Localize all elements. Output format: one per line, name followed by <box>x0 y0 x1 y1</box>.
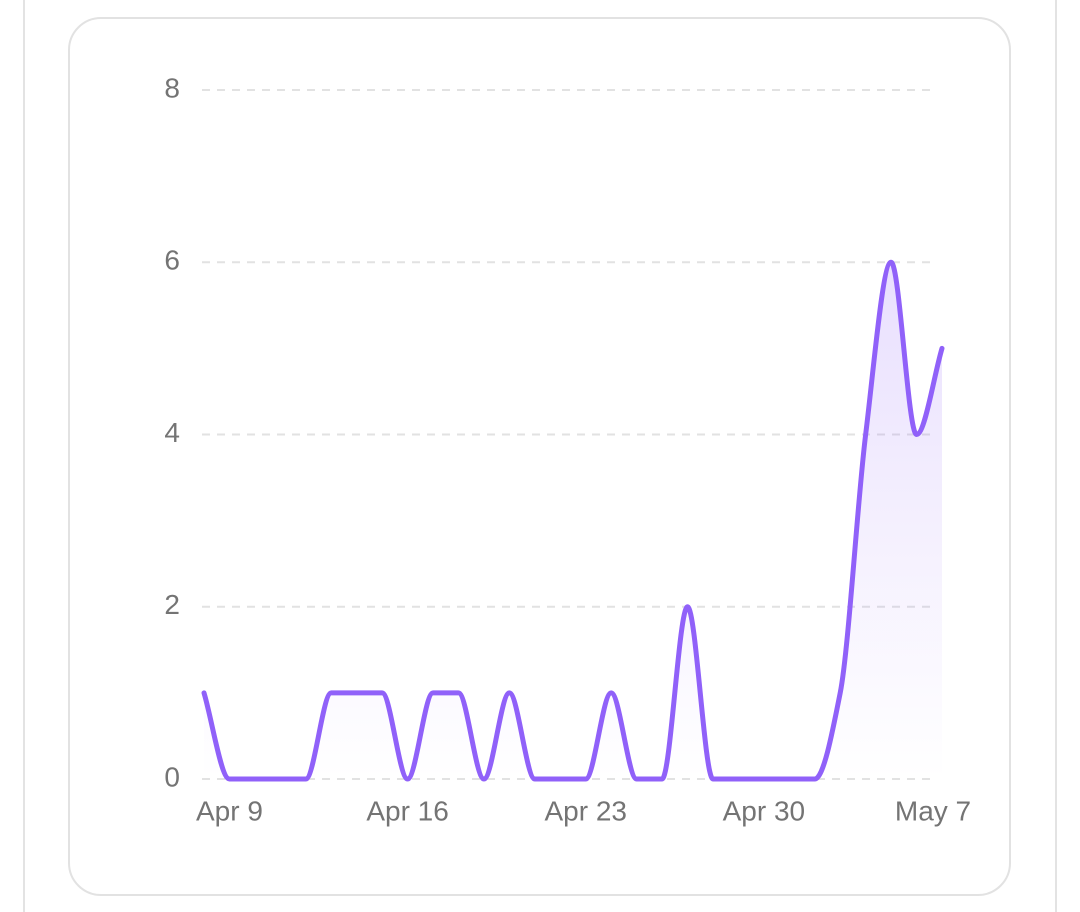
y-tick-label: 2 <box>164 589 180 620</box>
y-tick-label: 0 <box>164 761 180 792</box>
x-tick-label: May 7 <box>895 795 971 826</box>
line <box>201 259 945 782</box>
y-tick-label: 6 <box>164 245 180 276</box>
y-tick-label: 8 <box>164 72 180 103</box>
plot: 0 2 4 6 8 Apr 9 Apr 16 Apr 23 Apr 30 May 7 <box>164 72 971 826</box>
y-tick-label: 4 <box>164 417 180 448</box>
x-tick-label: Apr 30 <box>723 795 806 826</box>
area <box>204 262 942 779</box>
card <box>68 17 1011 896</box>
x-tick-label: Apr 23 <box>544 795 627 826</box>
x-tick-label: Apr 16 <box>366 795 449 826</box>
x-tick-label: Apr 9 <box>196 795 263 826</box>
